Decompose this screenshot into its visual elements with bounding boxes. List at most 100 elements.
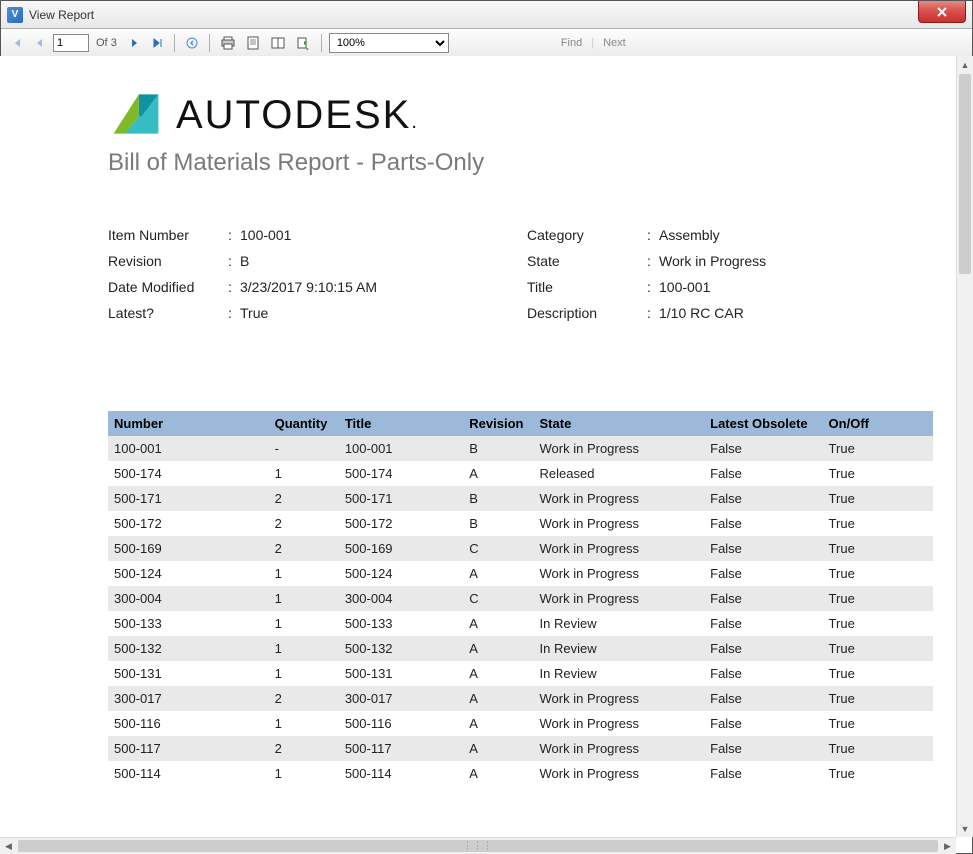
table-cell: A [463,611,533,636]
table-header-cell: Quantity [269,411,339,436]
table-cell: Work in Progress [534,761,705,786]
table-cell: True [823,536,933,561]
vertical-scroll-thumb[interactable] [959,74,971,274]
last-page-button[interactable] [147,33,167,53]
table-cell: B [463,511,533,536]
table-header-cell: Title [339,411,463,436]
close-button[interactable] [918,1,966,23]
table-cell: Work in Progress [534,436,705,461]
meta-value: 100-001 [659,279,766,295]
toolbar-separator [321,34,322,52]
table-cell: 500-132 [108,636,269,661]
table-row: 300-0041300-004CWork in ProgressFalseTru… [108,586,933,611]
meta-colon: : [647,253,659,269]
report-metadata: Item Number:100-001Revision:BDate Modifi… [108,227,956,321]
table-row: 500-1161500-116AWork in ProgressFalseTru… [108,711,933,736]
table-cell: 500-116 [339,711,463,736]
export-button[interactable] [292,33,314,53]
table-cell: False [704,436,822,461]
table-cell: 500-174 [339,461,463,486]
meta-colon: : [228,227,240,243]
table-cell: True [823,736,933,761]
meta-value: 1/10 RC CAR [659,305,766,321]
table-cell: 500-171 [339,486,463,511]
current-page-input[interactable] [53,34,89,52]
back-button[interactable] [182,33,202,53]
table-row: 500-1331500-133AIn ReviewFalseTrue [108,611,933,636]
table-cell: 300-004 [339,586,463,611]
print-layout-button[interactable] [242,33,264,53]
meta-value: True [240,305,377,321]
meta-value: Assembly [659,227,766,243]
logo-row: AUTODESK. [108,86,956,145]
table-cell: Released [534,461,705,486]
report-title: Bill of Materials Report - Parts-Only [108,149,956,177]
table-cell: 300-017 [108,686,269,711]
meta-label: Title [527,279,647,295]
table-cell: False [704,636,822,661]
table-cell: Work in Progress [534,511,705,536]
table-cell: A [463,461,533,486]
table-cell: True [823,436,933,461]
autodesk-logo-icon [108,86,164,145]
table-cell: Work in Progress [534,586,705,611]
meta-value: B [240,253,377,269]
scroll-left-arrow[interactable]: ◀ [0,838,17,854]
table-cell: Work in Progress [534,736,705,761]
table-cell: 500-114 [108,761,269,786]
scroll-up-arrow[interactable]: ▲ [957,56,973,73]
table-cell: False [704,561,822,586]
app-icon: V [7,7,23,23]
find-next-link[interactable]: Next [597,37,632,49]
table-cell: 500-131 [339,661,463,686]
table-cell: 300-004 [108,586,269,611]
scroll-down-arrow[interactable]: ▼ [957,820,973,837]
zoom-select[interactable]: 100% [329,33,449,53]
meta-colon: : [647,305,659,321]
table-cell: A [463,636,533,661]
page-setup-button[interactable] [267,33,289,53]
table-cell: B [463,486,533,511]
meta-colon: : [228,305,240,321]
table-cell: True [823,761,933,786]
meta-value: Work in Progress [659,253,766,269]
table-cell: 1 [269,586,339,611]
table-cell: False [704,511,822,536]
table-cell: B [463,436,533,461]
table-cell: 500-133 [108,611,269,636]
table-row: 300-0172300-017AWork in ProgressFalseTru… [108,686,933,711]
next-page-button[interactable] [124,33,144,53]
first-page-button[interactable] [7,33,27,53]
table-cell: True [823,636,933,661]
meta-value: 100-001 [240,227,377,243]
table-cell: In Review [534,661,705,686]
table-cell: Work in Progress [534,686,705,711]
table-cell: 500-169 [108,536,269,561]
table-cell: 2 [269,686,339,711]
horizontal-scrollbar[interactable]: ◀ ⋮⋮⋮ ▶ [0,837,956,854]
table-cell: 500-124 [108,561,269,586]
metadata-left-column: Item Number:100-001Revision:BDate Modifi… [108,227,377,321]
table-cell: True [823,661,933,686]
print-button[interactable] [217,33,239,53]
table-cell: A [463,686,533,711]
meta-label: Item Number [108,227,228,243]
meta-label: Category [527,227,647,243]
table-cell: A [463,711,533,736]
vertical-scrollbar[interactable]: ▲ ▼ [956,56,973,837]
table-cell: True [823,611,933,636]
table-cell: 1 [269,661,339,686]
window-titlebar: V View Report [1,1,972,29]
prev-page-button[interactable] [30,33,50,53]
scroll-right-arrow[interactable]: ▶ [939,838,956,854]
find-link[interactable]: Find [555,37,588,49]
horizontal-scroll-thumb[interactable]: ⋮⋮⋮ [18,840,938,852]
table-cell: False [704,586,822,611]
table-row: 100-001-100-001BWork in ProgressFalseTru… [108,436,933,461]
meta-colon: : [647,227,659,243]
table-cell: Work in Progress [534,561,705,586]
table-header-cell: Latest Obsolete [704,411,822,436]
toolbar-separator [174,34,175,52]
table-cell: 500-172 [339,511,463,536]
table-cell: 1 [269,636,339,661]
